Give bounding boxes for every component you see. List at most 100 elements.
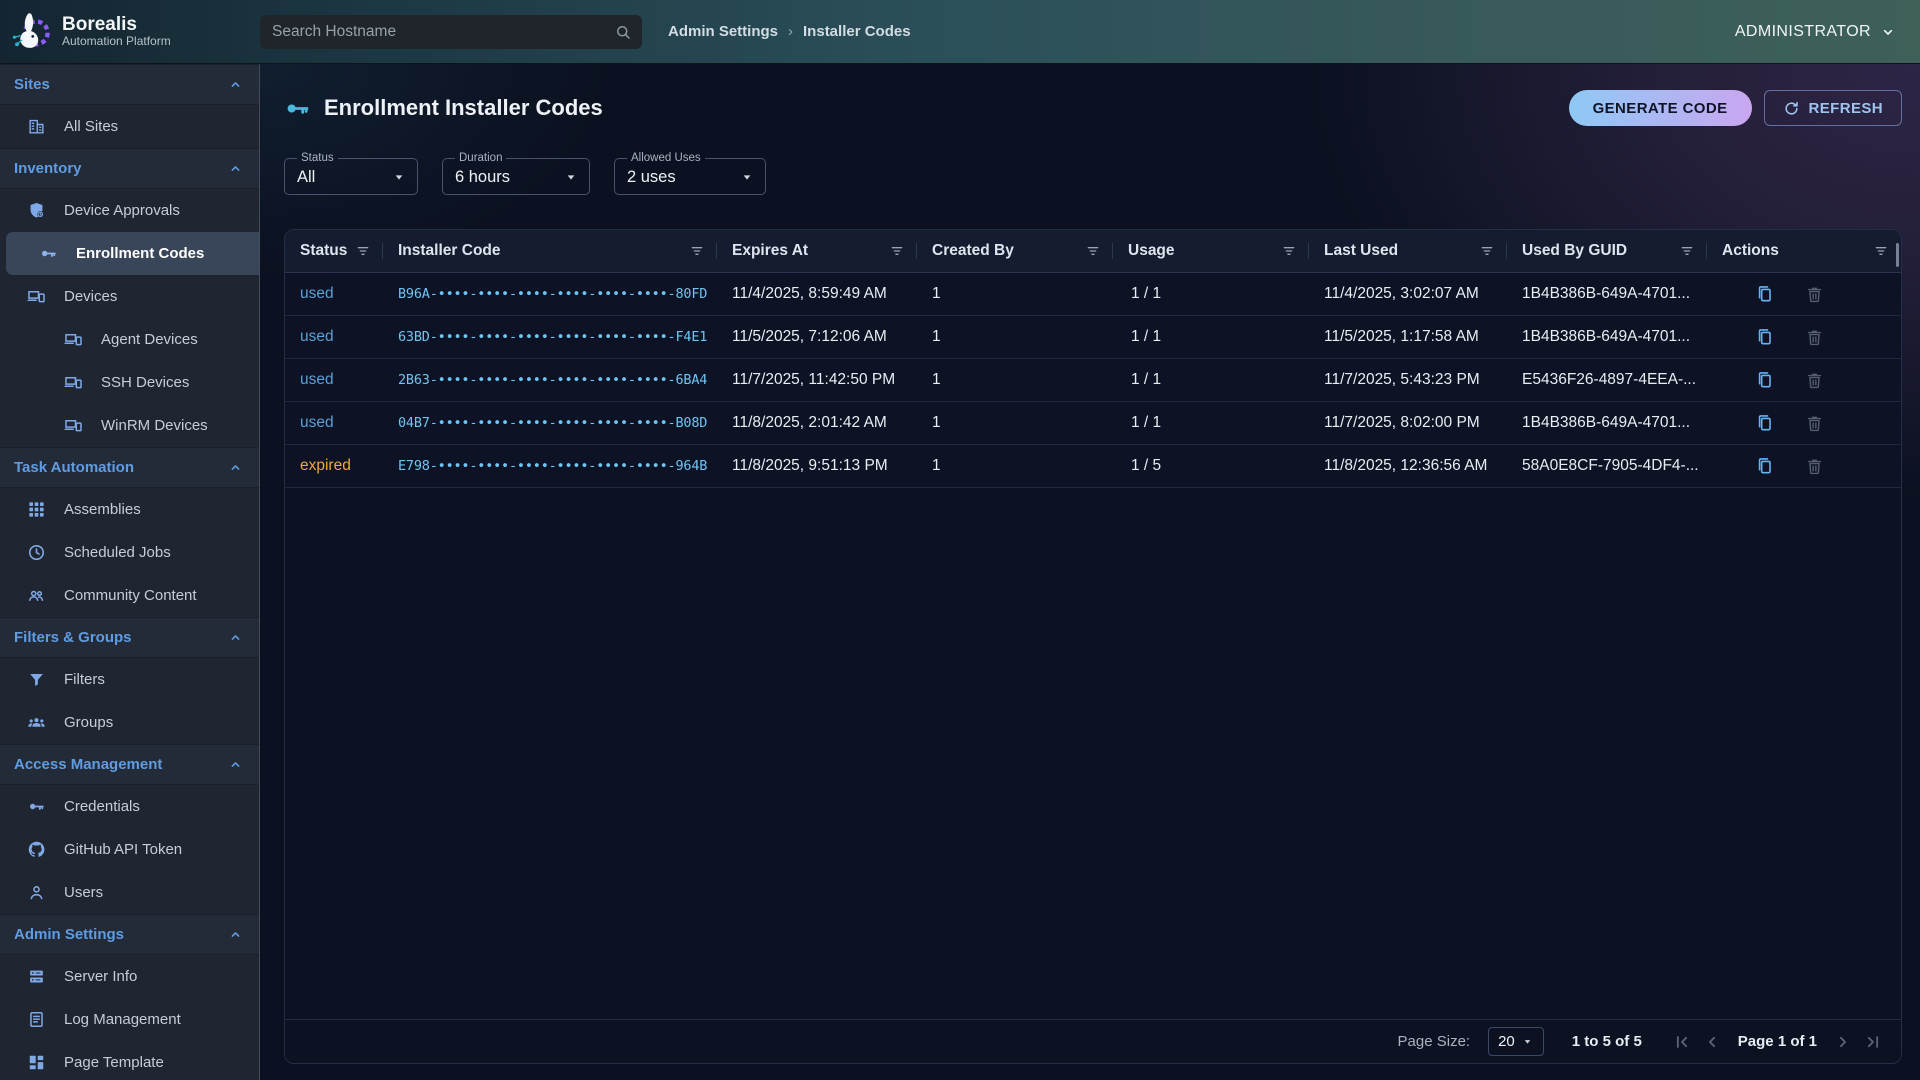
- filter-list-icon[interactable]: [1479, 243, 1495, 259]
- table-row: expired E798-••••-••••-••••-••••-••••-••…: [285, 445, 1901, 488]
- duration-filter-select[interactable]: Duration 6 hours: [442, 152, 590, 195]
- filter-list-icon[interactable]: [1085, 243, 1101, 259]
- sidebar-item-github-api-token[interactable]: GitHub API Token: [0, 828, 259, 871]
- filter-list-icon[interactable]: [1873, 243, 1889, 259]
- grid-icon: [27, 500, 46, 519]
- sidebar-item-server-info[interactable]: Server Info: [0, 955, 259, 998]
- copy-code-button[interactable]: [1755, 327, 1775, 347]
- page-size-select[interactable]: 20: [1488, 1027, 1544, 1056]
- brand-name: Borealis: [62, 13, 137, 35]
- filter-list-icon[interactable]: [689, 243, 705, 259]
- search-input[interactable]: [272, 22, 614, 41]
- delete-code-button[interactable]: [1805, 457, 1824, 476]
- sidebar-section-inventory[interactable]: Inventory: [0, 148, 259, 189]
- created-by-cell: 1: [932, 414, 941, 431]
- previous-page-button[interactable]: [1700, 1030, 1724, 1054]
- next-page-button[interactable]: [1831, 1030, 1855, 1054]
- sidebar-item-community-content[interactable]: Community Content: [0, 574, 259, 617]
- delete-code-button[interactable]: [1805, 285, 1824, 304]
- status-cell: used: [300, 285, 334, 302]
- user-menu[interactable]: ADMINISTRATOR: [1735, 23, 1896, 41]
- sidebar-item-label: Credentials: [64, 798, 140, 815]
- delete-code-button[interactable]: [1805, 414, 1824, 433]
- sidebar-item-groups[interactable]: Groups: [0, 701, 259, 744]
- sidebar-item-label: SSH Devices: [101, 374, 190, 391]
- last-page-button[interactable]: [1861, 1030, 1885, 1054]
- breadcrumb-installer-codes: Installer Codes: [803, 23, 911, 40]
- sidebar-item-assemblies[interactable]: Assemblies: [0, 488, 259, 531]
- filter-list-icon[interactable]: [1281, 243, 1297, 259]
- sidebar-item-log-management[interactable]: Log Management: [0, 998, 259, 1041]
- allowed-uses-filter-select[interactable]: Allowed Uses 2 uses: [614, 152, 766, 195]
- section-label: Inventory: [14, 160, 82, 177]
- last-used-cell: 11/4/2025, 3:02:07 AM: [1324, 285, 1479, 302]
- sidebar-section-access-management[interactable]: Access Management: [0, 744, 259, 785]
- top-bar: Borealis Automation Platform Admin Setti…: [0, 0, 1920, 64]
- borealis-logo[interactable]: Borealis Automation Platform: [0, 11, 260, 53]
- generate-code-button[interactable]: GENERATE CODE: [1568, 90, 1752, 126]
- sidebar-item-label: Enrollment Codes: [76, 245, 205, 262]
- sidebar-item-credentials[interactable]: Credentials: [0, 785, 259, 828]
- usage-cell: 1 / 1: [1131, 371, 1162, 388]
- sidebar-item-users[interactable]: Users: [0, 871, 259, 914]
- sidebar-item-label: Agent Devices: [101, 331, 198, 348]
- sidebar-item-winrm-devices[interactable]: WinRM Devices: [0, 404, 259, 447]
- chevron-up-icon: [228, 460, 243, 475]
- sidebar-item-all-sites[interactable]: All Sites: [0, 105, 259, 148]
- sidebar-item-ssh-devices[interactable]: SSH Devices: [0, 361, 259, 404]
- sidebar-section-task-automation[interactable]: Task Automation: [0, 447, 259, 488]
- delete-code-button[interactable]: [1805, 328, 1824, 347]
- sidebar-item-label: Assemblies: [64, 501, 141, 518]
- created-by-cell: 1: [932, 371, 941, 388]
- sidebar-item-page-template[interactable]: Page Template: [0, 1041, 259, 1080]
- filter-list-icon[interactable]: [355, 243, 371, 259]
- key-icon: [284, 95, 311, 122]
- sidebar-item-label: Filters: [64, 671, 105, 688]
- copy-code-button[interactable]: [1755, 456, 1775, 476]
- allowed-uses-filter-label: Allowed Uses: [631, 152, 701, 164]
- sidebar-item-scheduled-jobs[interactable]: Scheduled Jobs: [0, 531, 259, 574]
- sidebar-item-devices[interactable]: Devices: [0, 275, 259, 318]
- refresh-icon: [1783, 100, 1800, 117]
- usage-cell: 1 / 1: [1131, 414, 1162, 431]
- github-icon: [27, 840, 46, 859]
- devices-icon: [64, 373, 83, 392]
- sidebar-item-label: Page Template: [64, 1054, 164, 1071]
- filter-list-icon[interactable]: [889, 243, 905, 259]
- chevron-up-icon: [228, 161, 243, 176]
- delete-code-button[interactable]: [1805, 371, 1824, 390]
- status-filter-select[interactable]: Status All: [284, 152, 418, 195]
- main-content: Enrollment Installer Codes GENERATE CODE…: [260, 64, 1920, 1080]
- status-cell: used: [300, 414, 334, 431]
- table-scrollbar[interactable]: [1896, 243, 1899, 267]
- sidebar-section-admin-settings[interactable]: Admin Settings: [0, 914, 259, 955]
- funnel-icon: [27, 670, 46, 689]
- installer-code-cell: 04B7-••••-••••-••••-••••-••••-••••-B08D: [398, 415, 708, 431]
- breadcrumb-admin-settings[interactable]: Admin Settings: [668, 23, 779, 40]
- sidebar-item-agent-devices[interactable]: Agent Devices: [0, 318, 259, 361]
- column-header-used-by-guid: Used By GUID: [1507, 230, 1707, 272]
- server-icon: [27, 967, 46, 986]
- filter-list-icon[interactable]: [1679, 243, 1695, 259]
- table-row: used 2B63-••••-••••-••••-••••-••••-••••-…: [285, 359, 1901, 402]
- copy-code-button[interactable]: [1755, 370, 1775, 390]
- copy-code-button[interactable]: [1755, 284, 1775, 304]
- refresh-button[interactable]: REFRESH: [1763, 90, 1902, 126]
- actions-cell: [1707, 273, 1901, 315]
- sidebar-item-enrollment-codes[interactable]: Enrollment Codes: [6, 232, 259, 275]
- used-by-guid-cell: 1B4B386B-649A-4701...: [1522, 414, 1691, 431]
- sidebar-section-sites[interactable]: Sites: [0, 64, 259, 105]
- expires-at-cell: 11/5/2025, 7:12:06 AM: [732, 328, 887, 345]
- sidebar-section-filters-groups[interactable]: Filters & Groups: [0, 617, 259, 658]
- people-icon: [27, 586, 46, 605]
- installer-code-cell: B96A-••••-••••-••••-••••-••••-••••-80FD: [398, 286, 708, 302]
- sidebar-item-device-approvals[interactable]: Device Approvals: [0, 189, 259, 232]
- copy-code-button[interactable]: [1755, 413, 1775, 433]
- sidebar-item-label: Log Management: [64, 1011, 181, 1028]
- column-header-actions: Actions: [1707, 230, 1901, 272]
- first-page-button[interactable]: [1670, 1030, 1694, 1054]
- installer-code-cell: 63BD-••••-••••-••••-••••-••••-••••-F4E1: [398, 329, 708, 345]
- sidebar-item-filters[interactable]: Filters: [0, 658, 259, 701]
- page-title-text: Enrollment Installer Codes: [324, 95, 603, 120]
- installer-code-cell: E798-••••-••••-••••-••••-••••-••••-964B: [398, 458, 708, 474]
